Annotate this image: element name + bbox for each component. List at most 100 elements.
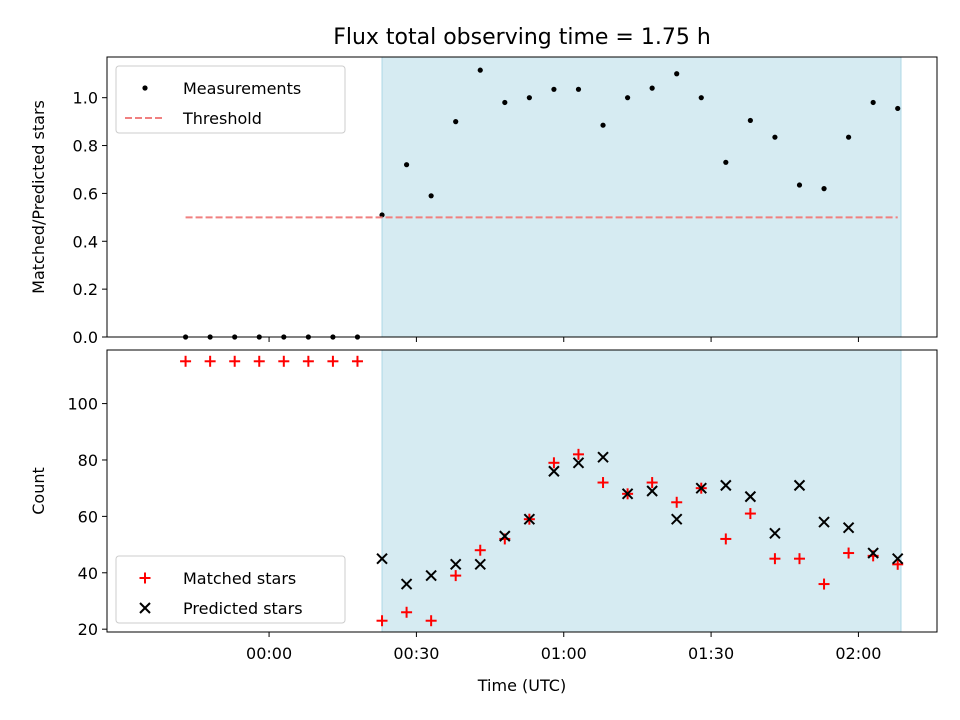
matched-star-point bbox=[302, 355, 314, 367]
marker-stroke bbox=[646, 485, 658, 497]
measurement-point bbox=[575, 86, 582, 92]
matched-star-point bbox=[843, 547, 855, 559]
measurement-point bbox=[796, 182, 803, 188]
y-tick-label: 40 bbox=[78, 564, 98, 583]
marker-stroke bbox=[400, 578, 413, 590]
matched-star-point bbox=[376, 615, 388, 627]
legend-swatch bbox=[139, 602, 151, 614]
predicted-star-point bbox=[867, 547, 879, 559]
matched-star-point bbox=[744, 508, 756, 520]
y-tick-label: 1.0 bbox=[73, 89, 98, 108]
predicted-star-point bbox=[670, 513, 683, 525]
predicted-star-point bbox=[720, 479, 732, 492]
measurement-point bbox=[502, 99, 508, 106]
marker-stroke bbox=[572, 457, 585, 469]
predicted-star-point bbox=[376, 552, 388, 565]
predicted-star-point bbox=[892, 552, 904, 565]
predicted-star-point bbox=[572, 457, 585, 469]
marker-stroke bbox=[818, 516, 830, 528]
predicted-star-point bbox=[400, 578, 413, 590]
marker-stroke bbox=[548, 465, 560, 477]
matched-star-point bbox=[671, 496, 683, 508]
marker-stroke bbox=[523, 513, 536, 525]
marker-stroke bbox=[720, 479, 732, 492]
predicted-star-point bbox=[744, 490, 757, 503]
predicted-star-point bbox=[523, 513, 536, 525]
matched-star-point bbox=[450, 570, 462, 582]
y-tick-label: 0.2 bbox=[73, 280, 98, 299]
predicted-star-point bbox=[842, 521, 855, 534]
matched-star-point bbox=[572, 448, 584, 460]
axes-frame bbox=[106, 56, 938, 338]
matched-star-point bbox=[351, 355, 363, 367]
matched-star-point bbox=[401, 606, 413, 618]
legend-box bbox=[115, 555, 346, 624]
y-tick-label: 0.0 bbox=[73, 328, 98, 347]
measurement-point bbox=[649, 85, 655, 91]
predicted-star-point bbox=[621, 488, 634, 500]
x-tick-label: 00:00 bbox=[246, 644, 292, 663]
matched-star-point bbox=[793, 553, 805, 565]
marker-stroke bbox=[474, 558, 486, 571]
y-tick-label: 60 bbox=[78, 507, 98, 526]
chart-title: Flux total observing time = 1.75 h bbox=[333, 25, 711, 50]
marker-stroke bbox=[499, 530, 511, 542]
measurement-point bbox=[477, 67, 483, 73]
y-tick-label: 80 bbox=[78, 451, 98, 470]
y-tick-label: 100 bbox=[67, 395, 98, 414]
measurement-point bbox=[772, 134, 778, 140]
axes-frame bbox=[106, 349, 938, 633]
legend-swatch bbox=[142, 85, 148, 91]
y-axis-label: Matched/Predicted stars bbox=[29, 100, 48, 294]
legend-label: Predicted stars bbox=[183, 599, 303, 618]
legend-label: Measurements bbox=[183, 79, 301, 98]
y-axis-label: Count bbox=[29, 467, 48, 515]
measurement-point bbox=[821, 186, 827, 192]
legend-label: Matched stars bbox=[183, 569, 296, 588]
marker-stroke bbox=[425, 569, 437, 582]
matched-star-point bbox=[327, 355, 339, 367]
measurement-point bbox=[624, 95, 631, 101]
series-predicted-stars bbox=[376, 451, 904, 590]
bottom-panel: 20 40 60 80 100 00:00 00:30 01:00 01:30 02:00 Coun… bbox=[29, 349, 938, 695]
y-tick-label: 0.8 bbox=[73, 137, 98, 156]
predicted-star-point bbox=[646, 485, 658, 497]
legend: Measurements Threshold bbox=[115, 65, 346, 134]
measurement-point bbox=[895, 105, 901, 112]
measurement-point bbox=[453, 119, 459, 125]
marker-stroke bbox=[744, 490, 757, 503]
x-tick-label: 01:00 bbox=[541, 644, 587, 663]
top-panel: 0.0 0.2 0.4 0.6 0.8 1.0 Matched/Predicted star… bbox=[29, 56, 938, 347]
marker-stroke bbox=[842, 521, 855, 534]
matched-star-point bbox=[769, 553, 781, 565]
matched-star-point bbox=[818, 578, 830, 590]
predicted-star-point bbox=[449, 558, 462, 571]
observing-span bbox=[381, 349, 902, 633]
marker-stroke bbox=[376, 552, 388, 565]
matched-star-point bbox=[180, 355, 192, 367]
matched-star-point bbox=[720, 533, 732, 545]
marker-stroke bbox=[892, 552, 904, 565]
marker-stroke bbox=[793, 479, 806, 492]
measurement-point bbox=[379, 212, 385, 218]
matched-star-point bbox=[548, 457, 560, 469]
marker-stroke bbox=[769, 527, 781, 540]
marker-stroke bbox=[867, 547, 879, 559]
measurement-point bbox=[723, 159, 729, 165]
legend: Matched stars Predicted stars bbox=[115, 555, 346, 624]
y-tick-label: 0.6 bbox=[73, 184, 98, 203]
matched-star-point bbox=[425, 615, 437, 627]
measurement-point bbox=[600, 122, 606, 128]
predicted-star-point bbox=[425, 569, 437, 582]
predicted-star-point bbox=[499, 530, 511, 542]
measurement-point bbox=[698, 95, 704, 101]
matched-star-point bbox=[278, 355, 290, 367]
legend-box bbox=[115, 65, 346, 134]
measurement-point bbox=[674, 71, 680, 77]
marker-stroke bbox=[670, 513, 683, 525]
matched-star-point bbox=[892, 558, 904, 570]
predicted-star-point bbox=[793, 479, 806, 492]
measurement-point bbox=[870, 99, 876, 106]
x-axis-label: Time (UTC) bbox=[477, 676, 566, 695]
